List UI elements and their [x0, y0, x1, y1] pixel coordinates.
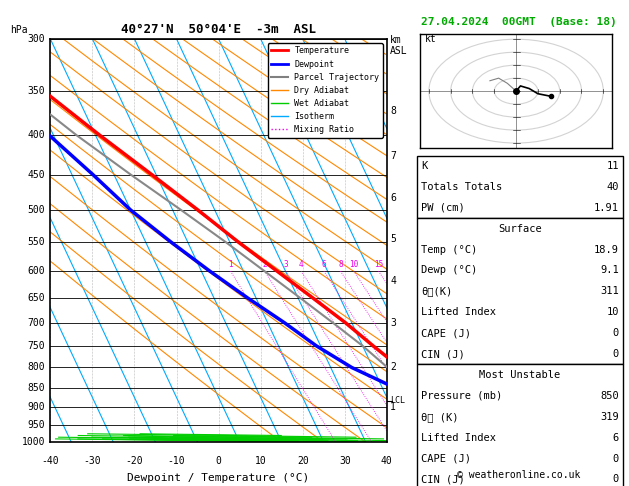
Text: 0: 0	[216, 456, 221, 467]
Text: θᴇ (K): θᴇ (K)	[421, 412, 459, 422]
Text: 3: 3	[284, 260, 288, 269]
Text: 7: 7	[390, 151, 396, 160]
Text: 450: 450	[28, 170, 45, 180]
Text: K: K	[421, 161, 427, 171]
Text: Dewp (°C): Dewp (°C)	[421, 265, 477, 276]
Text: 300: 300	[28, 34, 45, 44]
Text: 1: 1	[228, 260, 233, 269]
Text: hPa: hPa	[10, 25, 28, 35]
Text: 1: 1	[390, 402, 396, 412]
Text: 8: 8	[390, 106, 396, 116]
Text: 2: 2	[262, 260, 267, 269]
Text: 20: 20	[297, 456, 309, 467]
Text: 10: 10	[349, 260, 359, 269]
Text: 6: 6	[390, 193, 396, 203]
Text: 18.9: 18.9	[594, 244, 619, 255]
Text: -40: -40	[42, 456, 59, 467]
Text: 311: 311	[600, 286, 619, 296]
Text: CIN (J): CIN (J)	[421, 474, 465, 485]
Text: 8: 8	[338, 260, 343, 269]
Text: 800: 800	[28, 363, 45, 372]
Text: CIN (J): CIN (J)	[421, 349, 465, 359]
Text: 850: 850	[600, 391, 619, 401]
Text: 3: 3	[390, 318, 396, 328]
Text: 4: 4	[299, 260, 304, 269]
Text: 550: 550	[28, 237, 45, 247]
Text: 15: 15	[374, 260, 383, 269]
Text: Most Unstable: Most Unstable	[479, 370, 560, 380]
Text: -30: -30	[84, 456, 101, 467]
Text: CAPE (J): CAPE (J)	[421, 328, 470, 338]
Text: Totals Totals: Totals Totals	[421, 182, 502, 192]
Text: 0: 0	[613, 453, 619, 464]
Text: Pressure (mb): Pressure (mb)	[421, 391, 502, 401]
Text: km
ASL: km ASL	[390, 35, 408, 56]
Text: 10: 10	[606, 307, 619, 317]
Text: 4: 4	[390, 276, 396, 286]
Text: Temp (°C): Temp (°C)	[421, 244, 477, 255]
Text: PW (cm): PW (cm)	[421, 203, 465, 213]
Legend: Temperature, Dewpoint, Parcel Trajectory, Dry Adiabat, Wet Adiabat, Isotherm, Mi: Temperature, Dewpoint, Parcel Trajectory…	[268, 43, 382, 138]
Text: 0: 0	[613, 349, 619, 359]
Text: 600: 600	[28, 266, 45, 276]
Text: 500: 500	[28, 205, 45, 215]
Text: 950: 950	[28, 420, 45, 430]
Text: 40: 40	[381, 456, 392, 467]
Text: Dewpoint / Temperature (°C): Dewpoint / Temperature (°C)	[128, 472, 309, 483]
Text: 40: 40	[606, 182, 619, 192]
Text: 5: 5	[390, 234, 396, 244]
Text: 650: 650	[28, 293, 45, 303]
Text: Lifted Index: Lifted Index	[421, 307, 496, 317]
Text: 1.91: 1.91	[594, 203, 619, 213]
Text: θᴇ(K): θᴇ(K)	[421, 286, 452, 296]
Text: Lifted Index: Lifted Index	[421, 433, 496, 443]
Text: 0: 0	[613, 474, 619, 485]
Text: 900: 900	[28, 402, 45, 412]
Text: 400: 400	[28, 130, 45, 140]
Text: © weatheronline.co.uk: © weatheronline.co.uk	[457, 470, 581, 480]
Title: 40°27'N  50°04'E  -3m  ASL: 40°27'N 50°04'E -3m ASL	[121, 23, 316, 36]
Text: 27.04.2024  00GMT  (Base: 18): 27.04.2024 00GMT (Base: 18)	[421, 17, 617, 27]
Text: 850: 850	[28, 383, 45, 393]
Text: CAPE (J): CAPE (J)	[421, 453, 470, 464]
Text: Surface: Surface	[498, 224, 542, 234]
Text: 30: 30	[339, 456, 350, 467]
Text: 700: 700	[28, 318, 45, 328]
Text: LCL: LCL	[390, 396, 405, 405]
Text: 10: 10	[255, 456, 267, 467]
Text: 6: 6	[321, 260, 326, 269]
Text: 11: 11	[606, 161, 619, 171]
Text: 9.1: 9.1	[600, 265, 619, 276]
Text: 350: 350	[28, 86, 45, 96]
Text: 2: 2	[390, 363, 396, 372]
Text: 750: 750	[28, 341, 45, 351]
Text: 6: 6	[613, 433, 619, 443]
Text: kt: kt	[425, 34, 437, 44]
Text: -10: -10	[168, 456, 186, 467]
Text: -20: -20	[126, 456, 143, 467]
Text: Mixing Ratio (g/kg): Mixing Ratio (g/kg)	[442, 233, 452, 345]
Text: 0: 0	[613, 328, 619, 338]
Text: 319: 319	[600, 412, 619, 422]
Text: 1000: 1000	[22, 437, 45, 447]
